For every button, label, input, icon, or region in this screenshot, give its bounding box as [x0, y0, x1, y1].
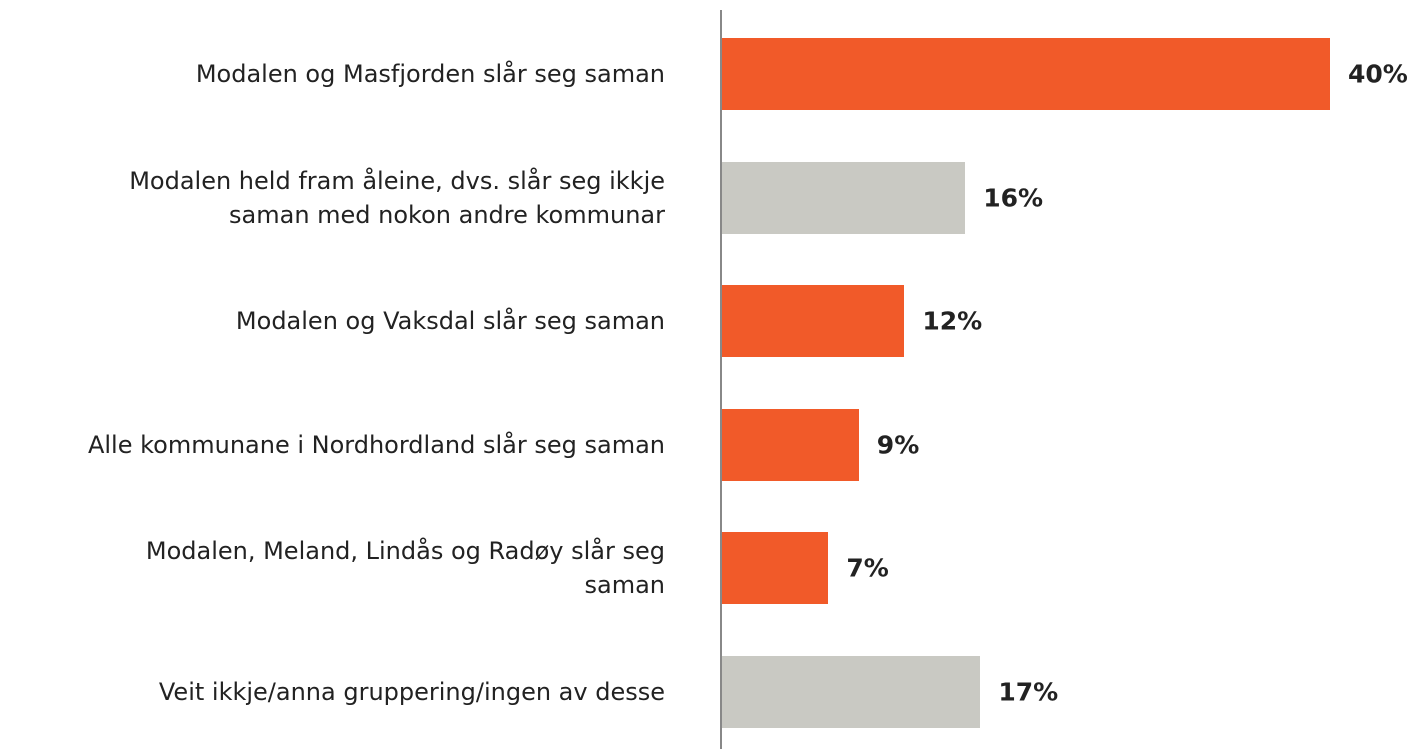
category-label: Modalen held fram åleine, dvs. slår seg …	[129, 166, 665, 229]
axis-line	[720, 10, 722, 749]
bar	[722, 161, 966, 234]
category-label: Modalen, Meland, Lindås og Radøy slår se…	[145, 537, 665, 600]
value-label: 40%	[1348, 59, 1408, 89]
bar	[722, 656, 981, 728]
bar	[722, 532, 829, 605]
value-label: 12%	[922, 306, 983, 336]
value-label: 9%	[876, 430, 920, 460]
bar	[722, 285, 905, 358]
category-label: Alle kommunane i Nordhordland slår seg s…	[87, 430, 665, 459]
category-label: Modalen og Masfjorden slår seg saman	[195, 60, 665, 88]
category-label: Veit ikkje/anna gruppering/ingen av dess…	[158, 678, 665, 706]
bar	[722, 408, 859, 481]
value-label: 7%	[846, 553, 889, 583]
value-label: 17%	[998, 677, 1059, 707]
category-label: Modalen og Vaksdal slår seg saman	[235, 307, 665, 336]
value-label: 16%	[983, 183, 1044, 213]
bar	[722, 38, 1330, 110]
